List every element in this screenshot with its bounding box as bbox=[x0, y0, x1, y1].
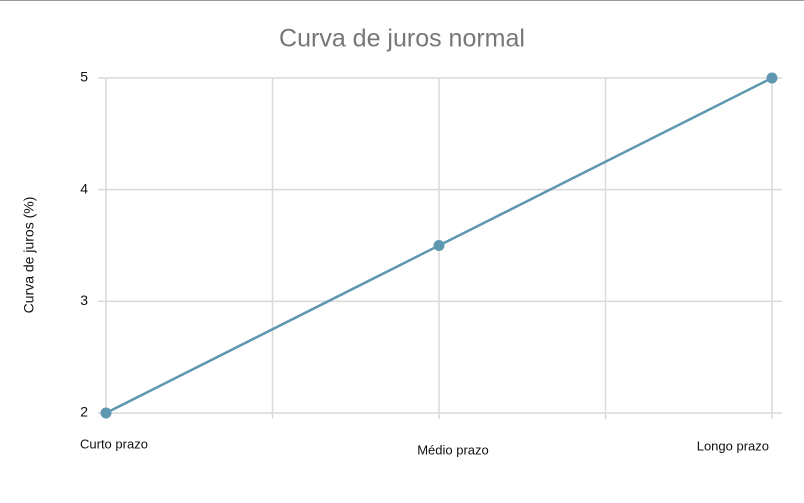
x-tick-label: Longo prazo bbox=[697, 438, 769, 453]
point bbox=[766, 72, 778, 84]
y-tick-label: 4 bbox=[80, 180, 88, 196]
y-tick-label: 5 bbox=[80, 69, 88, 85]
point bbox=[433, 240, 445, 251]
y-axis-label: Curva de juros (%) bbox=[21, 197, 37, 314]
x-tick-label: Médio prazo bbox=[417, 442, 489, 457]
point bbox=[100, 407, 112, 419]
y-tick-label: 3 bbox=[80, 292, 88, 308]
chart-title: Curva de juros normal bbox=[279, 25, 525, 53]
x-tick-label: Curto prazo bbox=[80, 436, 148, 451]
y-tick-label: 2 bbox=[80, 404, 88, 420]
